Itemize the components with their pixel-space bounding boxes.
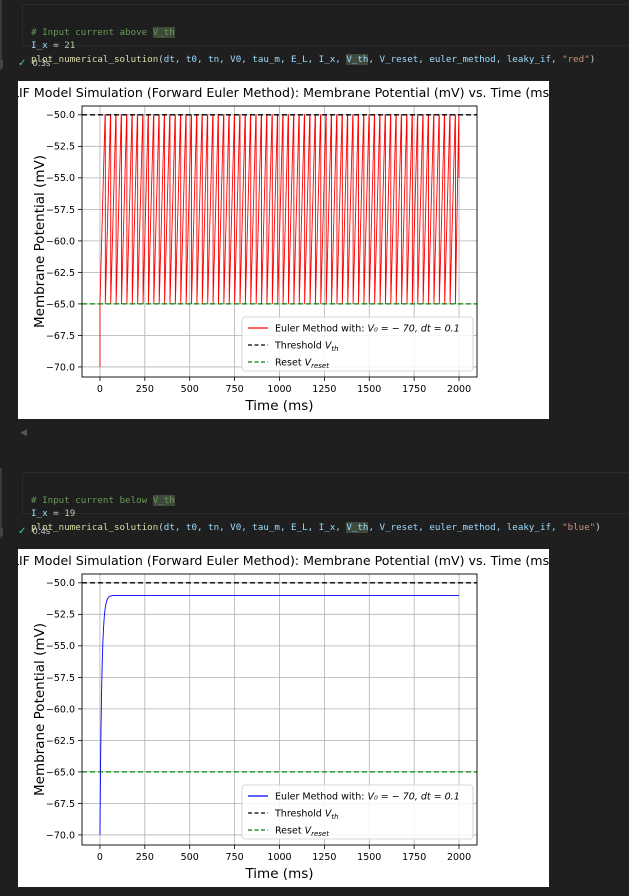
plot-output-1: LIF Model Simulation (Forward Euler Meth… <box>18 81 549 419</box>
code-args-highlight: V_th <box>346 53 369 65</box>
exec-status: ✓ 0.4s <box>18 526 50 537</box>
y-tick-label: −52.5 <box>46 142 75 153</box>
code-args: dt, t0, tn, V0, tau_m, E_L, I_x, <box>163 521 347 533</box>
code-line-3: plot_numerical_solution(dt, t0, tn, V0, … <box>31 39 595 66</box>
y-tick-label: −50.0 <box>46 110 75 121</box>
x-tick-label: 250 <box>136 852 154 863</box>
x-tick-label: 2000 <box>447 852 471 863</box>
chart-svg-1: LIF Model Simulation (Forward Euler Meth… <box>18 85 549 414</box>
y-tick-label: −60.0 <box>46 236 75 247</box>
plot-frame <box>81 105 478 378</box>
legend-entry-threshold: Threshold Vth <box>274 341 339 354</box>
code-line-1: # Input current above V_th <box>31 12 175 39</box>
y-tick-label: −60.0 <box>46 704 75 715</box>
x-tick-label: 1250 <box>312 852 336 863</box>
code-editor[interactable] <box>22 472 629 514</box>
x-tick-label: 1000 <box>267 852 291 863</box>
legend-box <box>241 316 474 372</box>
scroll-left-icon[interactable]: ◀ <box>20 428 27 438</box>
code-line-2: I_x = 21 <box>31 26 75 53</box>
legend-entry-threshold: Threshold Vth <box>274 809 339 822</box>
y-tick-label: −57.5 <box>46 205 75 216</box>
exec-time: 0.3s <box>32 59 51 69</box>
code-string: "blue" <box>562 521 596 533</box>
y-tick-label: −55.0 <box>46 641 75 652</box>
y-tick-label: −62.5 <box>46 268 75 279</box>
x-tick-label: 1000 <box>267 384 291 395</box>
code-comment-highlight: V_th <box>152 494 175 506</box>
code-op: = <box>47 508 65 519</box>
legend-entry-euler: Euler Method with: V₀ = − 70, dt = 0.1 <box>275 792 460 803</box>
y-tick-label: −52.5 <box>46 610 75 621</box>
code-op: = <box>47 40 65 51</box>
exec-time: 0.4s <box>32 527 51 537</box>
code-num: 21 <box>64 40 76 51</box>
x-tick-label: 2000 <box>447 384 471 395</box>
y-tick-label: −67.5 <box>46 799 75 810</box>
check-icon: ✓ <box>18 526 27 537</box>
code-string: "red" <box>562 53 590 65</box>
y-tick-label: −67.5 <box>46 331 75 342</box>
code-line-2: I_x = 19 <box>31 494 75 521</box>
x-axis-label: Time (ms) <box>244 398 313 414</box>
code-paren: ) <box>589 53 596 65</box>
x-tick-label: 1500 <box>357 384 381 395</box>
legend-box <box>241 784 474 840</box>
code-fn: plot_numerical_solution <box>31 53 159 65</box>
code-editor[interactable] <box>22 4 629 46</box>
x-tick-label: 750 <box>226 384 244 395</box>
code-comment: # Input current above <box>31 26 153 38</box>
code-paren: ( <box>158 53 164 65</box>
exec-status: ✓ 0.3s <box>18 58 50 69</box>
x-tick-label: 500 <box>181 384 199 395</box>
code-comment: # Input current below <box>31 494 153 506</box>
cell-gutter <box>0 0 2 70</box>
y-tick-label: −55.0 <box>46 173 75 184</box>
x-tick-label: 750 <box>226 852 244 863</box>
y-tick-label: −65.0 <box>46 767 75 778</box>
x-tick-label: 500 <box>181 852 199 863</box>
code-num: 19 <box>64 508 76 519</box>
code-args-2: , V_reset, euler_method, leaky_if, <box>368 521 563 533</box>
plot-frame <box>81 573 478 846</box>
x-tick-label: 1750 <box>402 384 426 395</box>
x-tick-label: 0 <box>97 384 103 395</box>
code-args-highlight: V_th <box>346 521 369 533</box>
x-tick-label: 1750 <box>402 852 426 863</box>
membrane-potential-line <box>99 594 460 835</box>
x-tick-label: 1500 <box>357 852 381 863</box>
y-tick-label: −70.0 <box>46 362 75 373</box>
cell-run-marker <box>0 528 3 536</box>
code-args-2: , V_reset, euler_method, leaky_if, <box>368 53 563 65</box>
code-fn: plot_numerical_solution <box>31 521 159 533</box>
x-axis-label: Time (ms) <box>244 866 313 882</box>
code-paren: ( <box>158 521 164 533</box>
code-args: dt, t0, tn, V0, tau_m, E_L, I_x, <box>163 53 347 65</box>
y-tick-label: −62.5 <box>46 736 75 747</box>
legend-entry-euler: Euler Method with: V₀ = − 70, dt = 0.1 <box>275 324 460 335</box>
cell-gutter <box>0 468 2 538</box>
y-tick-label: −50.0 <box>46 578 75 589</box>
x-tick-label: 0 <box>97 852 103 863</box>
check-icon: ✓ <box>18 58 27 69</box>
chart-title: LIF Model Simulation (Forward Euler Meth… <box>18 85 549 100</box>
y-tick-label: −70.0 <box>46 830 75 841</box>
y-axis-label: Membrane Potential (mV) <box>32 623 48 796</box>
chart-title: LIF Model Simulation (Forward Euler Meth… <box>18 553 549 568</box>
chart-svg-2: LIF Model Simulation (Forward Euler Meth… <box>18 553 549 882</box>
y-tick-label: −65.0 <box>46 299 75 310</box>
plot-output-2: LIF Model Simulation (Forward Euler Meth… <box>18 549 549 887</box>
code-paren: ) <box>595 521 601 533</box>
code-line-3: plot_numerical_solution(dt, t0, tn, V0, … <box>31 507 601 534</box>
y-axis-label: Membrane Potential (mV) <box>32 155 48 328</box>
x-tick-label: 1250 <box>312 384 336 395</box>
x-tick-label: 250 <box>136 384 154 395</box>
code-var: I_x <box>31 40 48 51</box>
code-comment-highlight: V_th <box>152 26 175 38</box>
code-var: I_x <box>31 508 48 519</box>
cell-run-marker <box>0 60 3 68</box>
membrane-potential-line <box>99 114 460 367</box>
code-line-1: # Input current below V_th <box>31 480 175 507</box>
y-tick-label: −57.5 <box>46 673 75 684</box>
